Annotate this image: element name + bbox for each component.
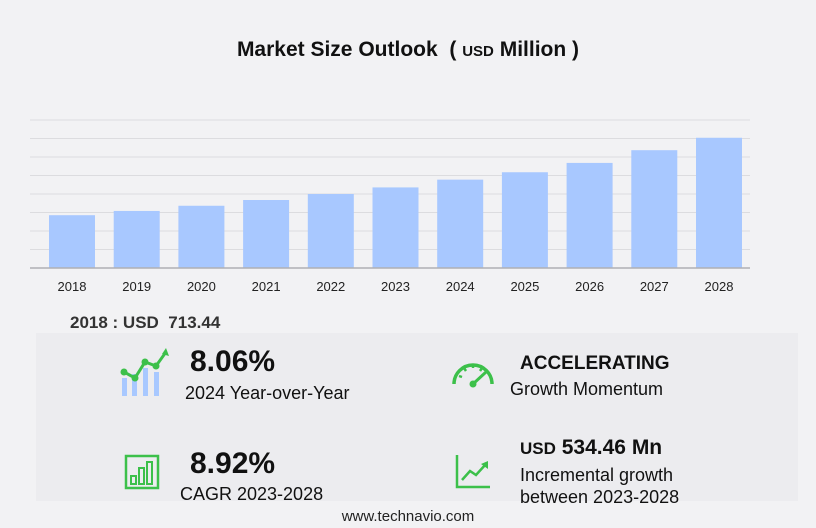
bar-2022 — [307, 194, 354, 268]
bar-2018 — [49, 215, 95, 268]
cagr-value: 8.92% — [190, 447, 276, 480]
speedometer-icon — [452, 363, 494, 388]
yoy-value: 8.06% — [190, 345, 276, 378]
x-tick-label: 2025 — [510, 279, 539, 294]
incremental-currency: USD — [520, 439, 556, 458]
bar-2028 — [696, 137, 742, 268]
growth-chart-icon — [120, 348, 169, 396]
title-open-paren: ( — [449, 38, 457, 61]
base-year-text: 2018 : USD — [70, 313, 159, 332]
base-year-label: 2018 : USD 713.44 — [70, 313, 220, 333]
momentum-value: ACCELERATING — [520, 353, 670, 374]
trend-up-icon — [455, 455, 490, 489]
incremental-label-2: between 2023-2028 — [520, 487, 680, 507]
x-tick-label: 2022 — [316, 279, 345, 294]
stats-panel — [36, 333, 798, 501]
x-tick-label: 2026 — [575, 279, 604, 294]
bar-2024 — [437, 179, 484, 268]
x-tick-label: 2028 — [705, 279, 734, 294]
x-tick-label: 2024 — [446, 279, 475, 294]
title-unit-group: ( USD Million ) — [444, 38, 580, 61]
chart-bars — [49, 137, 742, 268]
bar-2020 — [178, 205, 225, 268]
title-close-paren: ) — [572, 38, 580, 61]
chart-x-labels: 2018 2019 2020 2021 2022 2023 2024 2025 2026 2027… — [58, 279, 734, 294]
bar-2025 — [501, 172, 548, 268]
title-unit: USD — [462, 43, 494, 60]
bar-chart-icon — [124, 454, 160, 490]
cagr-label: CAGR 2023-2028 — [180, 484, 324, 504]
bar-2027 — [631, 150, 678, 268]
bar-chart: 2018 2019 2020 2021 2022 2023 2024 2025 2026 2027… — [30, 119, 750, 294]
bar-2023 — [372, 187, 419, 268]
x-tick-label: 2018 — [58, 279, 87, 294]
bar-2019 — [113, 210, 160, 268]
incremental-label-1: Incremental growth — [520, 465, 674, 485]
x-tick-label: 2019 — [122, 279, 151, 294]
footer-site: www.technavio.com — [341, 508, 475, 525]
x-tick-label: 2027 — [640, 279, 669, 294]
bar-2026 — [566, 162, 613, 268]
momentum-label: Growth Momentum — [510, 379, 664, 399]
x-tick-label: 2023 — [381, 279, 410, 294]
incremental-value: USD 534.46 Mn — [520, 436, 662, 460]
bar-2021 — [243, 199, 290, 268]
base-year-value: 713.44 — [168, 313, 221, 332]
yoy-label: 2024 Year-over-Year — [185, 383, 350, 403]
incremental-amount: 534.46 Mn — [561, 436, 663, 459]
x-tick-label: 2020 — [187, 279, 216, 294]
title-unit-word: Million — [499, 38, 567, 61]
x-tick-label: 2021 — [252, 279, 281, 294]
chart-title: Market Size Outlook ( USD Million ) — [0, 38, 816, 62]
title-main: Market Size Outlook — [236, 38, 438, 61]
